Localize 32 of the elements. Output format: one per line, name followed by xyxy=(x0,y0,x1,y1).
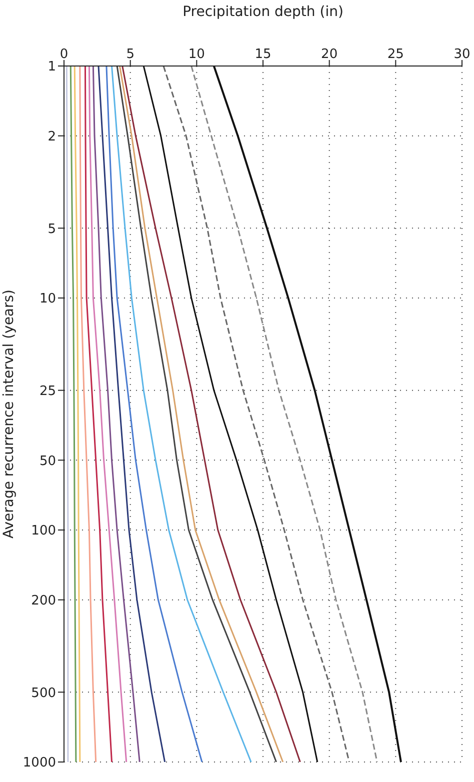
y-tick-label: 500 xyxy=(31,686,56,701)
line-series xyxy=(190,66,378,762)
x-tick-label: 0 xyxy=(60,47,68,62)
y-tick-label: 25 xyxy=(39,384,56,399)
line-series xyxy=(111,66,252,762)
x-tick-label: 25 xyxy=(387,47,404,62)
line-series xyxy=(98,66,166,762)
y-tick-label: 1 xyxy=(48,60,56,75)
y-tick-label: 10 xyxy=(39,292,56,307)
x-tick-label: 10 xyxy=(188,47,205,62)
x-tick-label: 15 xyxy=(254,47,272,62)
line-series xyxy=(74,66,81,762)
line-series xyxy=(162,66,350,762)
line-series xyxy=(92,66,140,762)
x-axis-title: Precipitation depth (in) xyxy=(182,4,344,20)
y-tick-label: 2 xyxy=(48,129,56,144)
y-axis-title: Average recurrence interval (years) xyxy=(0,289,17,539)
line-series xyxy=(142,66,318,762)
x-tick-label: 5 xyxy=(126,47,134,62)
y-tick-label: 200 xyxy=(31,593,56,608)
line-series xyxy=(70,66,77,762)
line-series xyxy=(88,66,128,762)
y-tick-label: 100 xyxy=(31,524,56,539)
line-series xyxy=(84,66,113,762)
line-series xyxy=(79,66,97,762)
y-tick-label: 1000 xyxy=(22,756,56,771)
x-tick-label: 20 xyxy=(321,47,338,62)
line-series xyxy=(212,66,402,762)
y-tick-label: 50 xyxy=(39,454,56,469)
y-tick-label: 5 xyxy=(48,222,56,237)
x-tick-label: 30 xyxy=(454,47,470,62)
line-series xyxy=(106,66,203,762)
